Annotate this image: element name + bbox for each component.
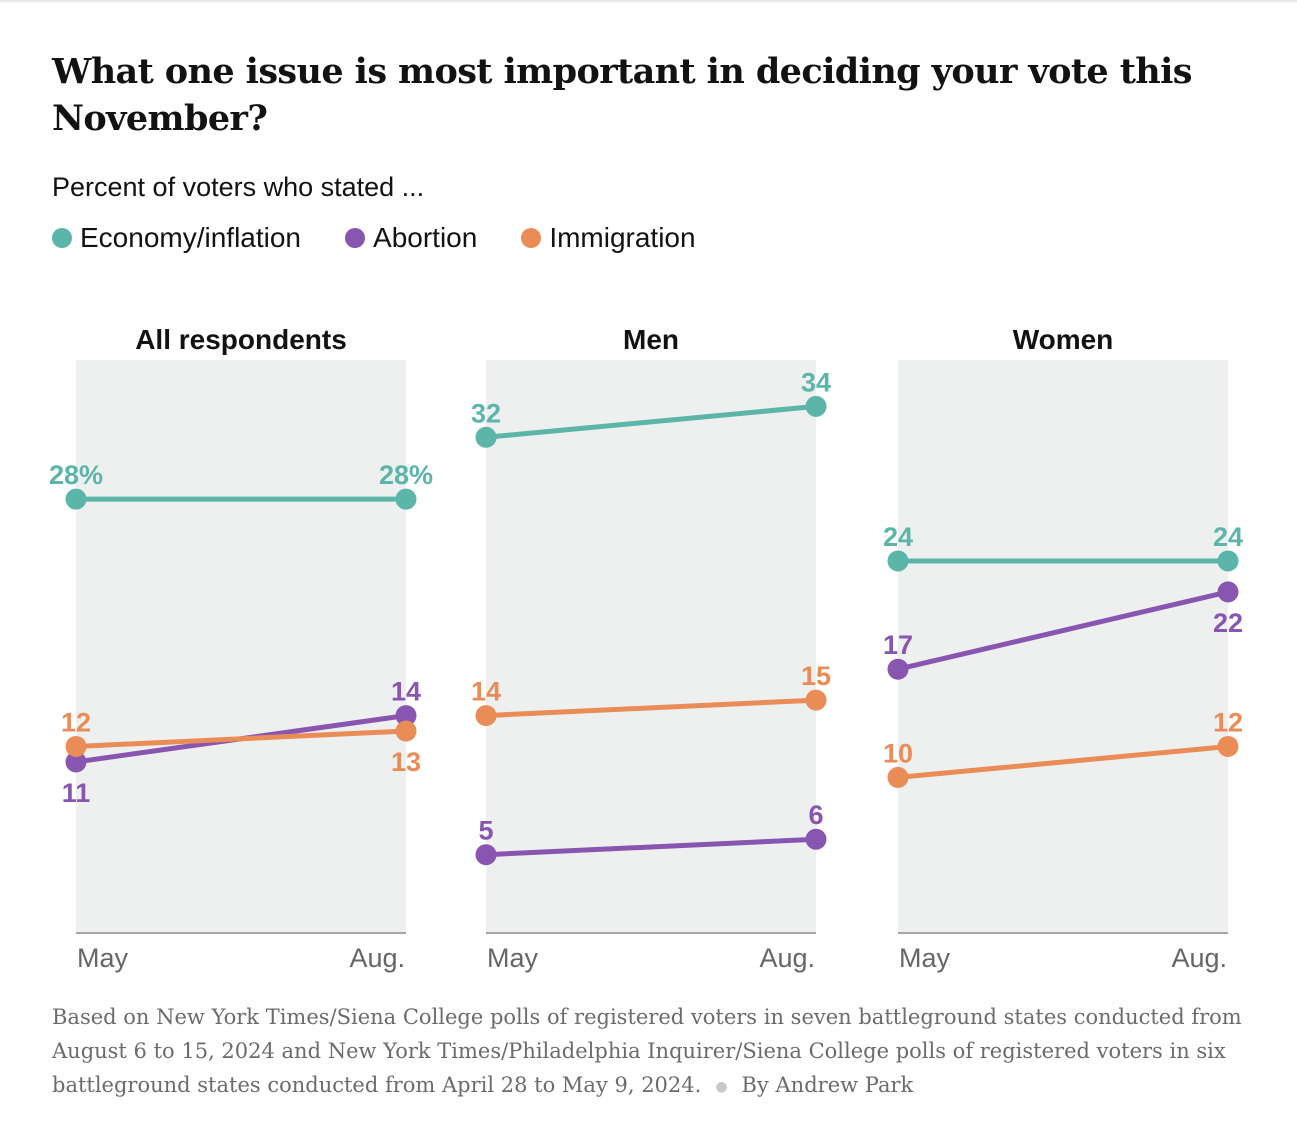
panel-background-2 — [898, 360, 1228, 932]
data-label-abortion-0-1: 14 — [391, 677, 421, 707]
point-immigration-0-1 — [395, 720, 417, 742]
data-label-abortion-2-1: 22 — [1213, 608, 1243, 638]
data-label-economy-2-1: 24 — [1213, 522, 1243, 552]
point-abortion-0-1 — [395, 705, 417, 727]
panel-title-1: Men — [623, 324, 679, 355]
point-economy-1-0 — [475, 426, 497, 448]
series-line-economy-1 — [483, 403, 819, 440]
legend-item-immigration: Immigration — [521, 222, 696, 254]
legend-swatch-economy — [52, 228, 72, 248]
legend-label-abortion: Abortion — [373, 222, 478, 253]
panel-background-0 — [76, 360, 406, 932]
data-label-immigration-0-0: 12 — [61, 707, 91, 737]
x-tick-label-0-0: May — [77, 943, 129, 973]
top-divider — [0, 0, 1297, 4]
data-label-economy-0-1: 28% — [379, 460, 433, 490]
point-economy-0-1 — [395, 488, 417, 510]
x-tick-label-0-1: Aug. — [349, 943, 405, 973]
point-abortion-0-0 — [65, 751, 87, 773]
chart-panels: All respondents May Aug. 28% 28% 11 14 12 13 Men M… — [49, 324, 1243, 973]
chart-title: What one issue is most important in deci… — [52, 51, 1193, 139]
point-abortion-1-0 — [475, 844, 497, 866]
point-economy-1-1 — [805, 395, 827, 417]
data-label-immigration-2-1: 12 — [1213, 707, 1243, 737]
point-economy-2-0 — [887, 550, 909, 572]
data-label-immigration-0-1: 13 — [391, 747, 421, 777]
legend-swatch-immigration — [521, 228, 542, 248]
data-label-economy-2-0: 24 — [883, 522, 913, 552]
data-label-immigration-1-1: 15 — [801, 661, 831, 691]
data-label-abortion-2-0: 17 — [883, 630, 913, 660]
legend-item-economy: Economy/inflation — [52, 222, 301, 254]
legend-item-abortion: Abortion — [345, 222, 477, 254]
point-abortion-2-1 — [1217, 581, 1239, 603]
point-immigration-2-0 — [887, 766, 909, 788]
data-label-economy-0-0: 28% — [49, 460, 103, 490]
source-note-text: Based on New York Times/Siena College po… — [52, 1005, 1242, 1097]
point-immigration-0-0 — [65, 735, 87, 757]
data-label-abortion-1-1: 6 — [808, 800, 823, 830]
point-immigration-2-1 — [1217, 735, 1239, 757]
point-abortion-1-1 — [805, 828, 827, 850]
source-note: Based on New York Times/Siena College po… — [52, 1000, 1252, 1104]
legend-label-immigration: Immigration — [549, 222, 696, 253]
data-label-immigration-1-0: 14 — [471, 677, 501, 707]
panel-background-1 — [486, 360, 816, 932]
byline: By Andrew Park — [741, 1073, 914, 1097]
point-abortion-2-0 — [887, 658, 909, 680]
series-line-abortion-1 — [483, 836, 819, 858]
series-line-abortion-2 — [895, 589, 1231, 672]
x-tick-label-1-0: May — [487, 943, 539, 973]
separator-dot: ● — [715, 1078, 728, 1095]
data-label-immigration-2-0: 10 — [883, 738, 913, 768]
series-line-immigration-1 — [483, 697, 819, 719]
x-tick-label-2-0: May — [899, 943, 951, 973]
data-label-abortion-1-0: 5 — [478, 816, 493, 846]
data-label-abortion-0-0: 11 — [62, 778, 91, 808]
series-line-immigration-0 — [73, 728, 409, 749]
point-immigration-1-0 — [475, 705, 497, 727]
x-tick-label-2-1: Aug. — [1171, 943, 1227, 973]
x-tick-label-1-1: Aug. — [759, 943, 815, 973]
legend-swatch-abortion — [345, 228, 366, 248]
point-economy-2-1 — [1217, 550, 1239, 572]
point-economy-0-0 — [65, 488, 87, 510]
data-label-economy-1-0: 32 — [471, 398, 501, 428]
legend: Economy/inflation Abortion Immigration — [52, 222, 696, 254]
legend-label-economy: Economy/inflation — [80, 222, 302, 253]
data-label-economy-1-1: 34 — [801, 367, 831, 397]
panel-title-0: All respondents — [135, 324, 347, 355]
chart-subtitle: Percent of voters who stated ... — [52, 172, 425, 202]
panel-title-2: Women — [1013, 324, 1114, 355]
point-immigration-1-1 — [805, 689, 827, 711]
series-line-immigration-2 — [895, 743, 1231, 780]
